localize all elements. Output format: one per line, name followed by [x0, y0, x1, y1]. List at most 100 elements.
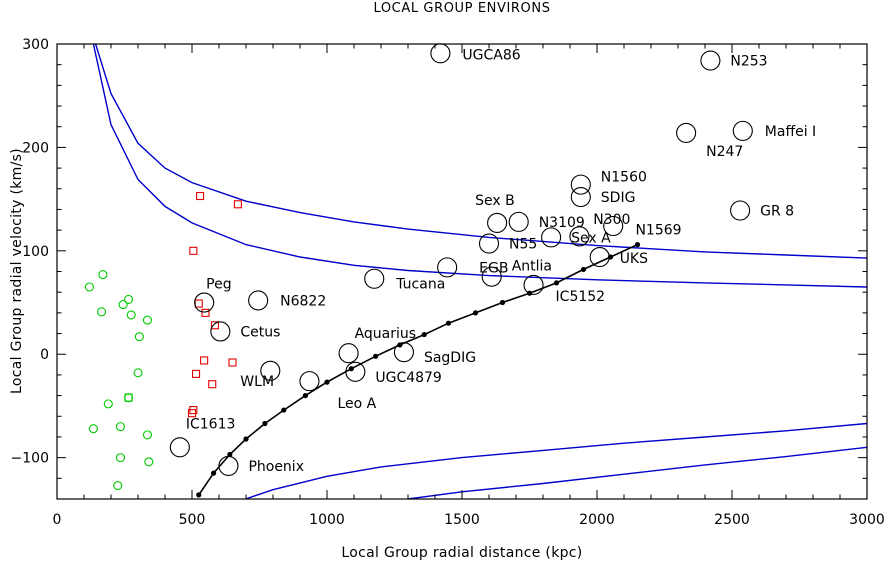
galaxy-markers: UGCA86 N253 Maffei I N247 N1560 SDIG GR 8 Sex B…: [169, 43, 816, 476]
galaxy-marker: [248, 290, 269, 311]
y-tick-label: 0: [40, 347, 49, 363]
track-point: [281, 407, 287, 413]
red-square-point: [187, 409, 197, 418]
galaxy-marker: [393, 342, 415, 363]
galaxy-marker: [338, 343, 359, 364]
curve-lower-inner: [245, 422, 867, 499]
galaxy-marker: [541, 227, 562, 248]
red-square-point: [228, 358, 237, 367]
x-tick-label: 1500: [444, 512, 480, 528]
green-square-point: [124, 393, 133, 402]
red-square-point: [233, 200, 242, 209]
galaxy-marker: [700, 50, 721, 71]
galaxy-label: N253: [730, 54, 767, 70]
green-circle-point: [113, 481, 123, 491]
red-square-point: [201, 308, 210, 317]
trajectory-track: [196, 242, 641, 498]
galaxy-marker: [676, 122, 697, 143]
galaxy-marker: [364, 268, 385, 289]
galaxy-label: Maffei I: [765, 124, 816, 140]
galaxy-marker: [478, 233, 500, 254]
galaxy-label: IC1613: [186, 416, 236, 432]
galaxy-label: Leo A: [337, 396, 376, 412]
y-tick-label: 200: [22, 140, 49, 156]
chart-title: LOCAL GROUP ENVIRONS: [373, 1, 550, 16]
track-point: [211, 470, 217, 476]
red-square-point: [208, 380, 217, 389]
galaxy-label: GR 8: [760, 203, 794, 219]
x-tick-label: 500: [179, 512, 206, 528]
track-point: [324, 379, 330, 385]
galaxy-marker: [569, 226, 590, 247]
galaxy-marker: [169, 437, 190, 458]
galaxy-label: Peg: [206, 277, 231, 293]
galaxy-marker: [487, 212, 508, 233]
x-tick-label: 3000: [849, 512, 885, 528]
green-circle-point: [142, 315, 152, 325]
galaxy-marker: [345, 361, 366, 382]
green-circle-point: [134, 332, 144, 342]
red-square-point: [200, 356, 209, 365]
curve-upper-inner: [94, 44, 867, 259]
track-point: [553, 280, 560, 286]
track-point: [243, 436, 249, 442]
galaxy-label: N1569: [635, 222, 681, 238]
galaxy-marker: [589, 246, 610, 268]
green-circle-point: [124, 294, 134, 304]
galaxy-marker: [260, 360, 281, 381]
x-tick-label: 2500: [714, 512, 750, 528]
track-point: [227, 451, 233, 458]
green-circle-point: [126, 310, 136, 320]
galaxy-label: SagDIG: [424, 350, 476, 366]
y-tick-label: −100: [11, 451, 49, 467]
track-line: [198, 243, 638, 496]
galaxy-label: EGB: [479, 260, 508, 276]
galaxy-marker: [570, 186, 591, 208]
y-tick-label: 100: [22, 244, 49, 260]
track-point: [580, 266, 587, 273]
curve-lower-outer: [407, 446, 867, 499]
green-circle-point: [118, 300, 128, 310]
galaxy-label: N6822: [280, 293, 326, 309]
dwarf-markers: [84, 191, 242, 491]
y-axis-label: Local Group radial velocity (km/s): [9, 148, 25, 394]
galaxy-label: N55: [509, 237, 537, 253]
galaxy-label: Aquarius: [355, 326, 416, 342]
red-square-point: [196, 191, 205, 201]
galaxy-label: Sex B: [475, 193, 515, 209]
track-point: [472, 310, 479, 316]
red-square-point: [189, 246, 198, 255]
galaxy-marker: [210, 321, 231, 342]
curve-upper-outer: [92, 44, 867, 288]
galaxy-marker: [218, 455, 239, 476]
galaxy-marker: [730, 200, 751, 221]
galaxy-marker: [603, 215, 624, 237]
galaxy-marker: [430, 43, 451, 64]
galaxy-marker: [508, 211, 529, 232]
track-point: [373, 353, 379, 359]
galaxy-label: N3109: [539, 215, 585, 231]
x-tick-label: 2000: [579, 512, 615, 528]
galaxy-marker: [194, 292, 215, 313]
galaxy-marker: [523, 274, 544, 295]
green-circle-point: [115, 453, 125, 463]
green-circle-point: [103, 399, 113, 409]
galaxy-label: UKS: [620, 251, 648, 267]
x-axis-label: Local Group radial distance (kpc): [341, 545, 582, 561]
galaxy-label: UGC4879: [375, 370, 442, 386]
galaxy-marker: [299, 371, 320, 392]
x-tick-label: 0: [53, 512, 62, 528]
galaxy-label: WLM: [240, 374, 274, 390]
red-square-point: [192, 369, 201, 378]
galaxy-marker: [732, 120, 753, 141]
track-point: [397, 342, 403, 348]
galaxy-label: SDIG: [601, 190, 636, 206]
galaxy-label: Cetus: [240, 324, 280, 340]
y-tick-label: 300: [22, 37, 49, 53]
green-circle-point: [97, 307, 107, 317]
galaxy-label: N1560: [601, 170, 647, 186]
axes: 0 500 1000 1500 2000 2500 3000 −100 0 100 200 300: [11, 37, 885, 528]
galaxy-label: Phoenix: [248, 459, 304, 475]
track-point: [445, 320, 452, 326]
